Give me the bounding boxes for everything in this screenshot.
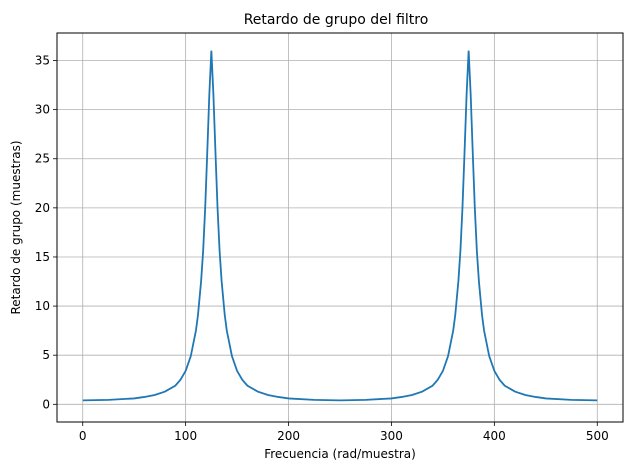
y-tick-label: 25 [35,152,50,166]
y-tick-label: 30 [35,103,50,117]
x-tick-label: 500 [586,429,609,443]
x-tick-label: 100 [174,429,197,443]
x-axis-label: Frecuencia (rad/muestra) [264,447,416,461]
y-tick-label: 0 [42,397,50,411]
y-tick-label: 15 [35,250,50,264]
grid-lines [57,33,623,422]
x-tick-label: 200 [277,429,300,443]
chart-title: Retardo de grupo del filtro [244,12,429,28]
y-tick-label: 35 [35,54,50,68]
y-tick-label: 10 [35,299,50,313]
y-axis-label: Retardo de grupo (muestras) [9,140,23,314]
x-tick-label: 400 [483,429,506,443]
axis-ticks: 0 100 200 300 400 500 0 5 10 15 20 25 30 35 [35,54,609,443]
y-tick-label: 5 [42,348,50,362]
x-tick-label: 0 [79,429,87,443]
series-line [82,50,598,402]
y-tick-label: 20 [35,201,50,215]
x-tick-label: 300 [380,429,403,443]
plot-frame [56,32,624,423]
